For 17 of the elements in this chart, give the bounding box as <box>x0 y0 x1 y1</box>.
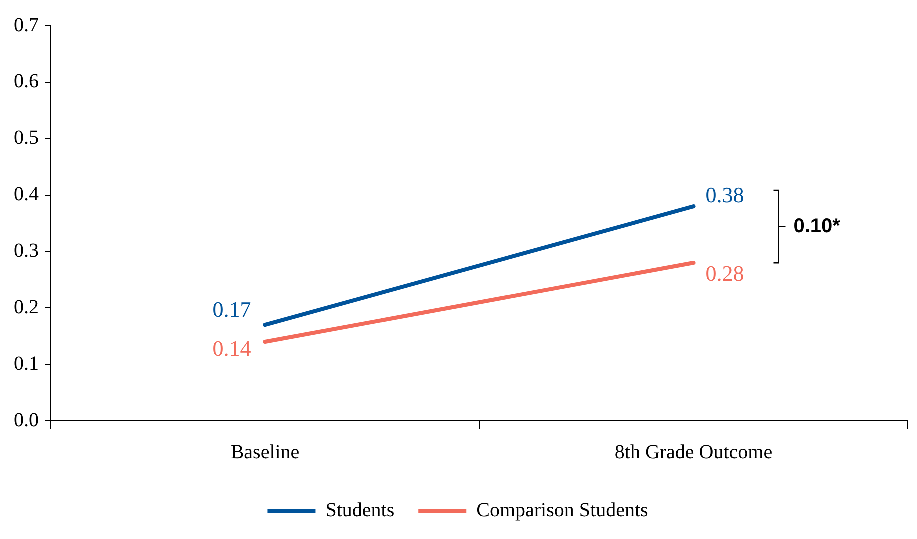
x-tick-label: 8th Grade Outcome <box>614 441 773 464</box>
y-tick-label: 0.2 <box>14 296 39 318</box>
x-tick-label: Baseline <box>230 441 300 464</box>
data-label: 0.14 <box>212 336 252 361</box>
annotation: 0.10* <box>794 215 841 238</box>
legend-label: Students <box>326 499 395 522</box>
y-tick-label: 0.6 <box>14 70 39 93</box>
y-tick-label: 0.7 <box>14 14 39 36</box>
data-label: 0.38 <box>706 182 744 208</box>
y-tick-label: 0.4 <box>14 184 39 206</box>
y-tick-label: 0.5 <box>14 127 39 150</box>
data-label: 0.28 <box>706 260 744 286</box>
y-tick-label: 0.0 <box>14 409 39 432</box>
data-label: 0.17 <box>212 296 252 322</box>
y-tick-label: 0.1 <box>14 352 39 375</box>
legend-label: Comparison Students <box>476 499 648 522</box>
y-tick-label: 0.3 <box>14 240 39 262</box>
